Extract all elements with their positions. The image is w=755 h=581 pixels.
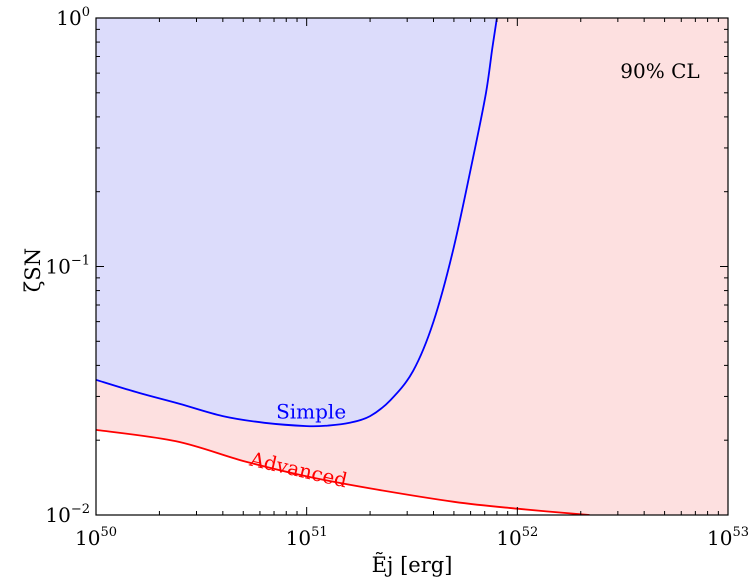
x-tick-label: 1052	[496, 525, 538, 550]
y-tick-label: 10−1	[45, 254, 90, 279]
line-simple	[96, 18, 498, 428]
y-axis-label: ζSN	[21, 248, 45, 292]
x-tick-label: 1050	[75, 525, 117, 550]
x-tick-label: 1053	[707, 525, 749, 550]
y-tick-label: 10−2	[45, 502, 90, 527]
series-label-simple: Simple	[276, 399, 346, 423]
annotation-cl: 90% CL	[620, 59, 699, 83]
y-tick-label: 100	[56, 5, 90, 30]
x-axis-label: Ẽj [erg]	[372, 553, 453, 577]
region-simple	[96, 18, 497, 427]
x-tick-label: 1051	[286, 525, 328, 550]
line-advanced	[96, 429, 590, 515]
